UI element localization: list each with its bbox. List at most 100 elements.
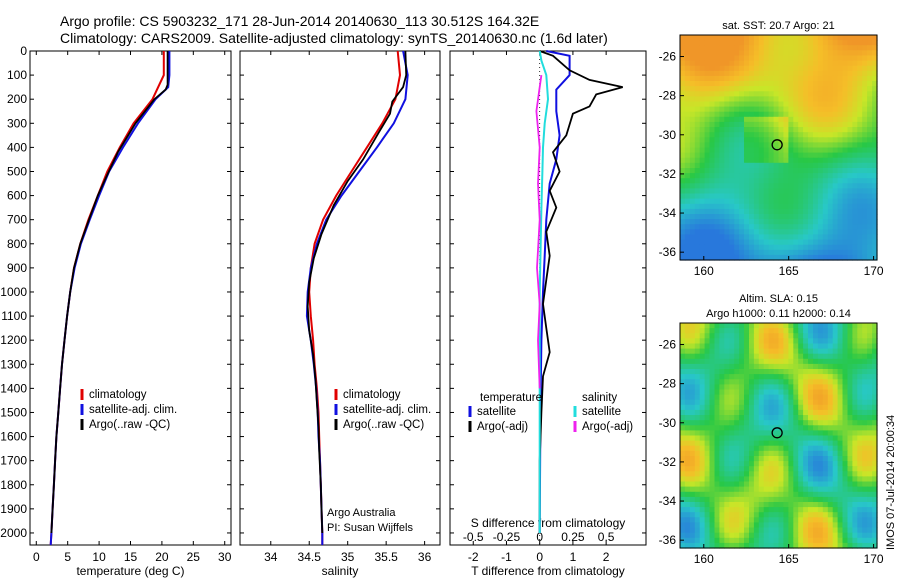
map-cell: [862, 81, 868, 87]
map-cell: [699, 512, 706, 518]
map-cell: [852, 219, 858, 225]
map-cell: [798, 343, 804, 350]
map-cell: [808, 353, 814, 360]
map-cell: [783, 55, 789, 62]
map-cell: [832, 127, 839, 133]
map-cell: [783, 121, 789, 128]
map-cell: [739, 183, 745, 189]
map-cell: [734, 127, 740, 133]
map-cell: [862, 162, 868, 169]
map-cell: [788, 323, 794, 329]
map-cell: [847, 537, 853, 544]
map-cell: [704, 75, 711, 82]
map-cell: [709, 435, 715, 442]
map-cell: [739, 502, 745, 508]
map-cell: [684, 249, 691, 256]
map-cell: [773, 420, 780, 426]
map-cell: [788, 430, 794, 437]
map-cell: [852, 512, 858, 518]
map-cell: [837, 348, 844, 355]
map-cell: [724, 157, 730, 164]
map-cell: [714, 420, 720, 426]
map-cell: [689, 70, 696, 77]
map-cell: [704, 137, 711, 143]
map-cell: [872, 168, 878, 174]
map-cell: [837, 496, 844, 503]
map-cell: [749, 537, 755, 544]
map-cell: [832, 481, 839, 488]
map-cell: [719, 229, 725, 235]
map-cell: [768, 491, 775, 498]
map-cell: [689, 106, 696, 113]
map-cell: [817, 183, 824, 189]
map-cell: [744, 40, 750, 46]
map-cell: [842, 537, 848, 544]
map-cell: [817, 507, 824, 513]
map-cell: [862, 358, 868, 365]
map-cell: [768, 147, 775, 154]
map-cell: [837, 333, 844, 339]
map-cell: [788, 50, 794, 56]
map-cell: [798, 466, 804, 472]
map-cell: [862, 440, 868, 447]
map-cell: [734, 157, 740, 164]
map-cell: [680, 435, 686, 442]
map-cell: [798, 111, 804, 118]
map-cell: [758, 208, 765, 215]
map-cell: [803, 512, 809, 518]
map-cell: [783, 502, 789, 508]
map-cell: [852, 502, 858, 508]
map-cell: [768, 86, 775, 92]
map-cell: [783, 35, 789, 41]
map-cell: [852, 168, 858, 174]
map-cell: [744, 157, 750, 164]
map-cell: [847, 106, 853, 113]
map-cell: [709, 450, 715, 457]
map-cell: [749, 430, 755, 437]
map-cell: [778, 60, 784, 67]
map-cell: [783, 157, 789, 164]
map-cell: [793, 435, 799, 442]
map-cell: [684, 96, 691, 103]
map-cell: [773, 101, 780, 108]
map-cell: [817, 537, 824, 544]
map-cell: [694, 162, 701, 169]
map-cell: [680, 142, 686, 149]
map-cell: [857, 168, 863, 174]
map-cell: [763, 323, 770, 329]
map-cell: [773, 168, 780, 174]
map-cell: [847, 193, 853, 200]
map-cell: [684, 234, 691, 241]
map-cell: [837, 168, 844, 174]
map-cell: [817, 203, 824, 210]
map-cell: [867, 249, 873, 256]
x-axis-label: temperature (deg C): [76, 564, 184, 578]
map-cell: [699, 157, 706, 164]
map-cell: [832, 142, 839, 149]
y-tick-label: 200: [7, 92, 27, 106]
map-cell: [744, 415, 750, 421]
map-cell: [808, 208, 814, 215]
map-cell: [778, 363, 784, 370]
map-cell: [857, 415, 863, 421]
map-cell: [827, 75, 834, 82]
map-cell: [758, 219, 765, 225]
map-cell: [689, 522, 696, 529]
map-cell: [699, 507, 706, 513]
map-cell: [689, 203, 696, 210]
map-cell: [734, 343, 740, 350]
map-cell: [773, 106, 780, 113]
map-cell: [709, 244, 715, 251]
map-cell: [793, 75, 799, 82]
map-cell: [778, 254, 784, 261]
map-cell: [788, 229, 794, 235]
map-cell: [822, 244, 829, 251]
map-cell: [758, 111, 765, 118]
map-cell: [684, 440, 691, 447]
map-cell: [827, 532, 834, 539]
map-cell: [803, 542, 809, 549]
y-tick-label: 1200: [0, 333, 27, 347]
map-cell: [749, 116, 755, 123]
map-cell: [793, 338, 799, 344]
map-cell: [783, 75, 789, 82]
